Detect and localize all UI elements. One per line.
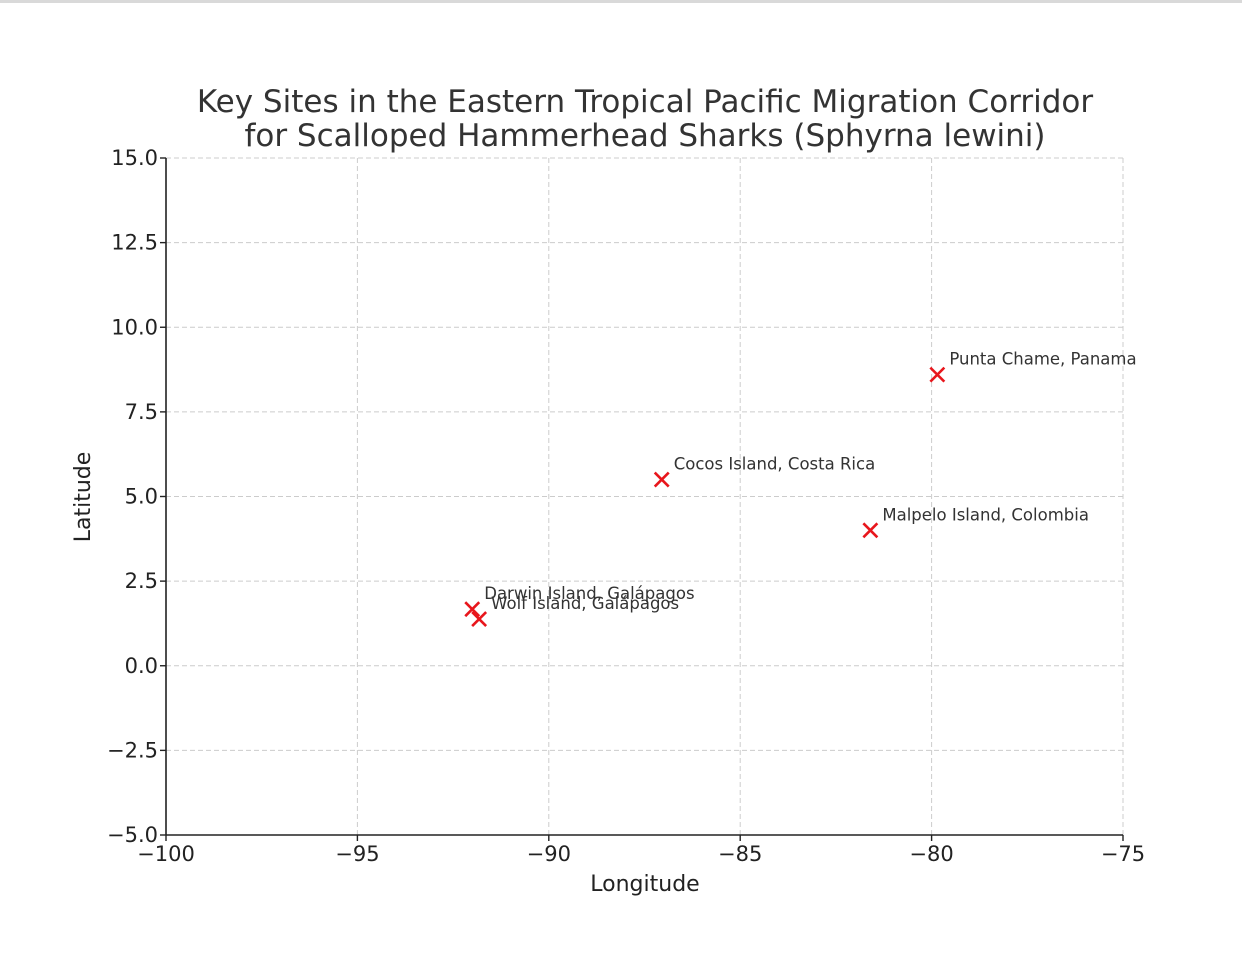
- data-point-marker: [471, 611, 488, 627]
- data-point-marker: [862, 522, 879, 539]
- y-tick-label: 10.0: [111, 315, 158, 339]
- x-tick-label: −95: [335, 842, 379, 866]
- data-points: [464, 366, 946, 627]
- x-axis-label: Longitude: [590, 872, 699, 897]
- y-tick-label: −5.0: [107, 823, 158, 847]
- data-point-label: Malpelo Island, Colombia: [882, 505, 1089, 524]
- point-labels: Punta Chame, Panama Cocos Island, Costa R…: [484, 350, 1136, 613]
- data-point-marker: [653, 471, 670, 488]
- x-tick-label: −80: [909, 842, 953, 866]
- y-tick-label: 7.5: [125, 400, 158, 424]
- marker-stroke: [929, 366, 946, 383]
- y-tick-label: 0.0: [125, 654, 158, 678]
- marker-stroke: [653, 471, 670, 488]
- chart-title-line-1: Key Sites in the Eastern Tropical Pacifi…: [197, 84, 1094, 120]
- tick-labels: −100 −95 −90 −85 −80 −75 −5.0 −2.5 0.0 2.5 5.0 7.5 1…: [107, 146, 1145, 866]
- data-point-label: Cocos Island, Costa Rica: [674, 455, 875, 474]
- x-tick-label: −90: [527, 842, 571, 866]
- window-top-border: [0, 0, 1242, 3]
- marker-stroke: [471, 611, 488, 627]
- data-point-label: Darwin Island, Galápagos: [484, 584, 694, 603]
- x-tick-label: −100: [137, 842, 195, 866]
- y-tick-label: 15.0: [111, 146, 158, 170]
- data-point-label: Punta Chame, Panama: [949, 350, 1136, 369]
- x-tick-label: −75: [1101, 842, 1145, 866]
- y-tick-label: 2.5: [125, 569, 158, 593]
- grid: [165, 157, 1124, 836]
- chart-title-line-2: for Scalloped Hammerhead Sharks (Sphyrna…: [244, 118, 1045, 154]
- x-tick-label: −85: [718, 842, 762, 866]
- axes: [160, 157, 1124, 841]
- y-axis-label: Latitude: [71, 452, 96, 543]
- marker-stroke: [464, 601, 481, 618]
- y-tick-label: 12.5: [111, 231, 158, 255]
- data-point-label: Wolf Island, Galápagos: [491, 594, 679, 613]
- data-point-marker: [464, 601, 481, 618]
- marker-stroke: [862, 522, 879, 539]
- data-point-marker: [929, 366, 946, 383]
- y-tick-label: −2.5: [107, 738, 158, 762]
- y-tick-label: 5.0: [125, 485, 158, 509]
